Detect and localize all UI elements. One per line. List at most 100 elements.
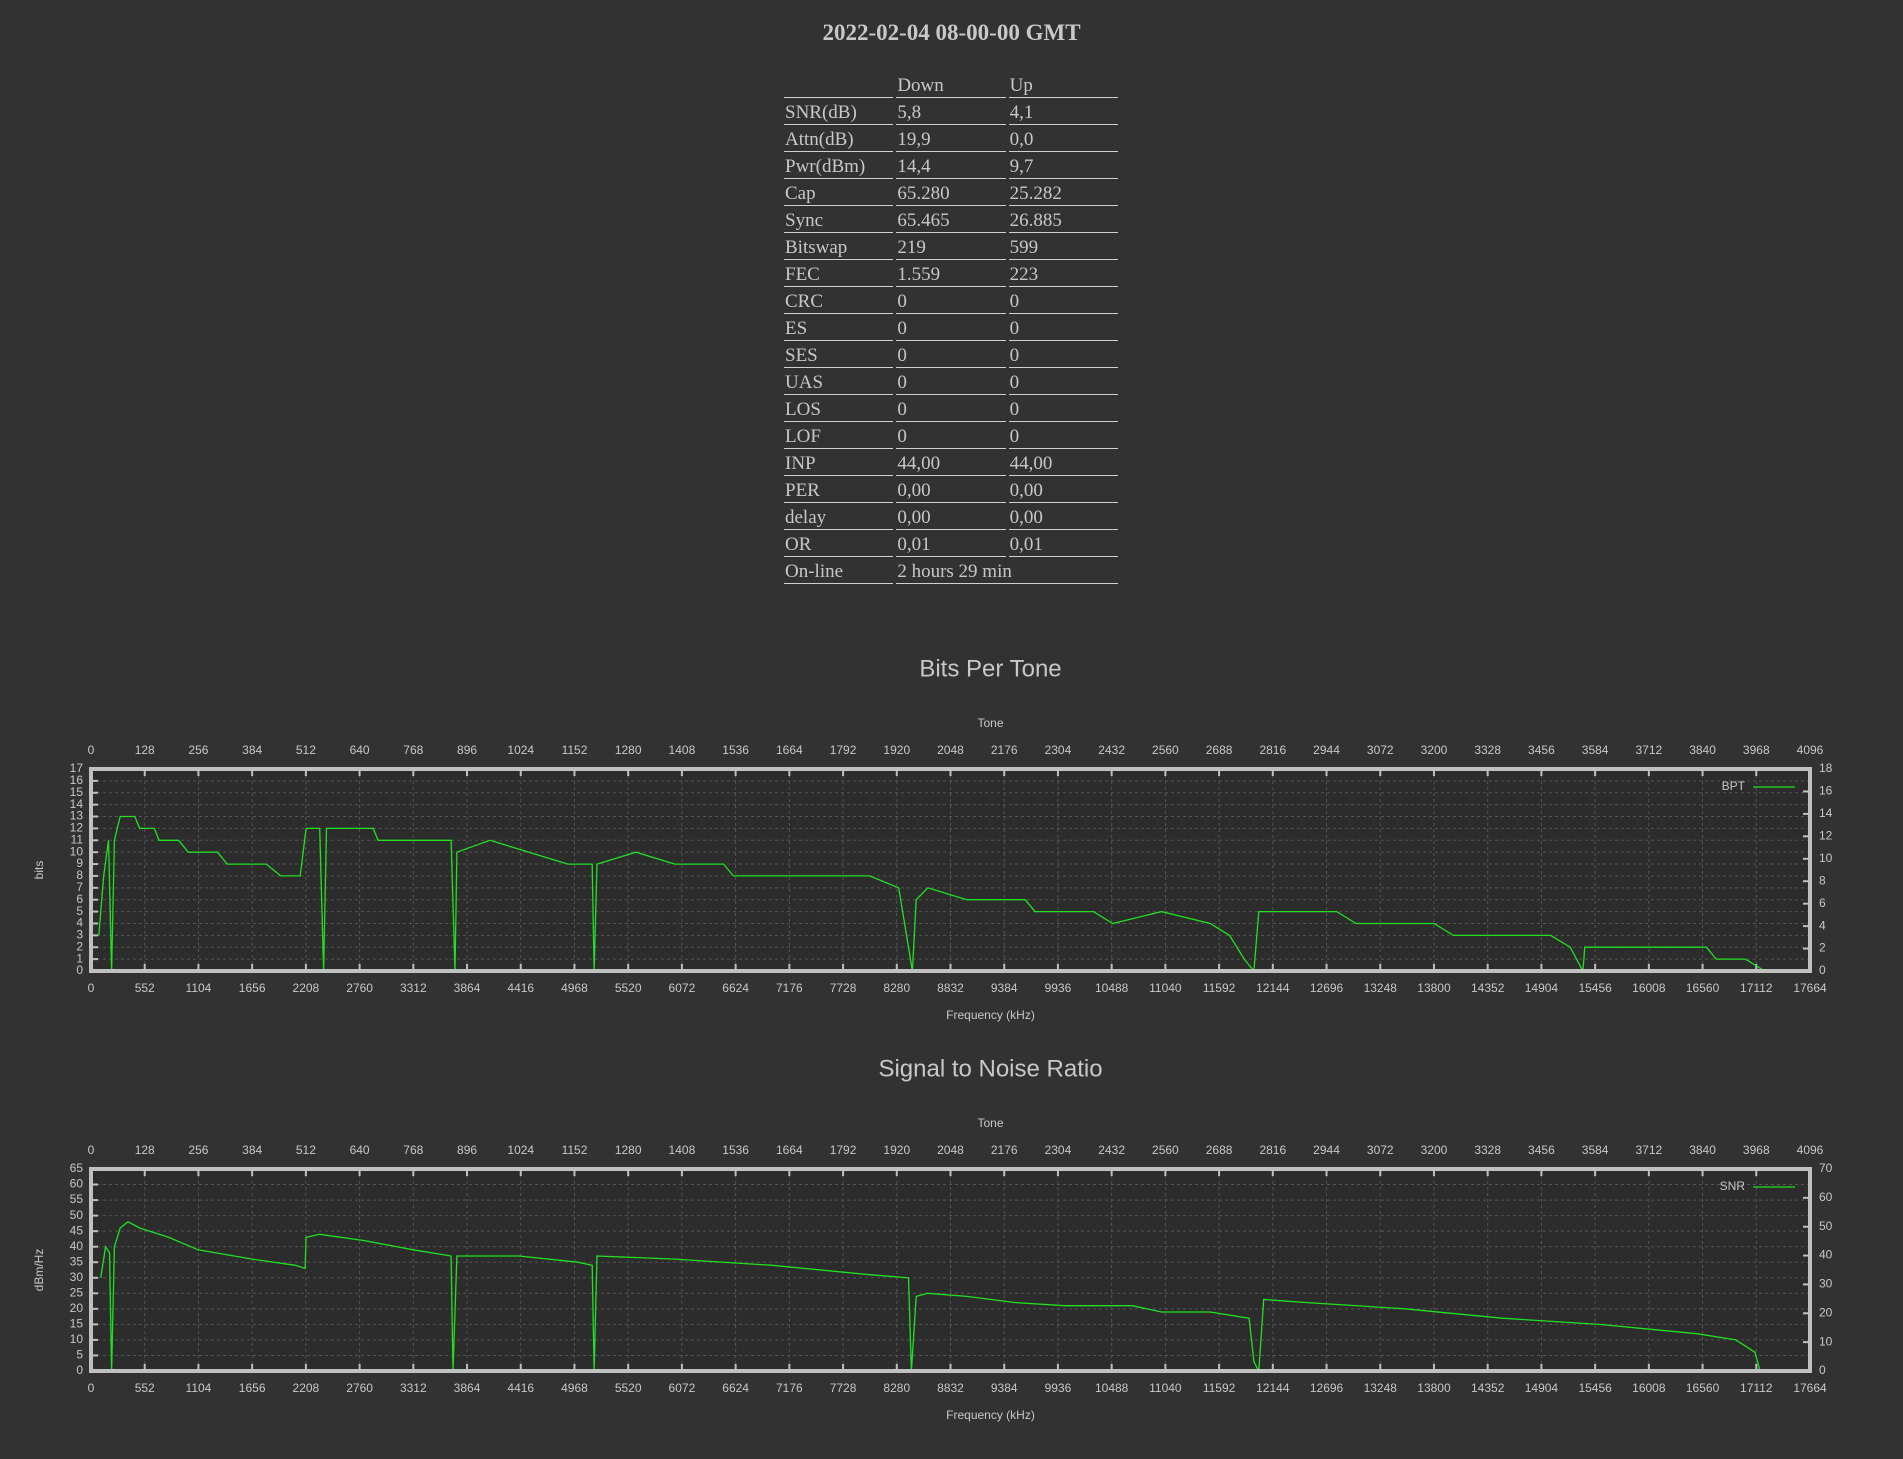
legend-label: BPT: [1722, 779, 1746, 793]
y-tick-label: 15: [70, 1317, 84, 1331]
table-row: LOS 0 0: [784, 395, 1118, 422]
cell: 44,00: [1008, 449, 1118, 476]
cell: 0,00: [1008, 476, 1118, 503]
x2-tick-label: 2816: [1259, 1143, 1286, 1157]
x-tick-label: 13248: [1364, 981, 1398, 995]
y2-tick-label: 20: [1819, 1305, 1833, 1319]
x-tick-label: 17664: [1793, 1381, 1827, 1395]
y-tick-label: 12: [70, 821, 84, 835]
x-tick-label: 17112: [1740, 1381, 1773, 1395]
x2-axis-label: Tone: [977, 1116, 1003, 1130]
y-tick-label: 40: [70, 1239, 84, 1253]
y-tick-label: 0: [76, 1363, 83, 1377]
row-label: FEC: [784, 260, 894, 287]
x2-tick-label: 256: [188, 1143, 208, 1157]
x2-tick-label: 640: [350, 743, 370, 757]
x2-tick-label: 1280: [615, 1143, 642, 1157]
x2-tick-label: 384: [242, 743, 262, 757]
y-tick-label: 2: [76, 939, 83, 953]
row-label: UAS: [784, 368, 894, 395]
y-tick-label: 13: [70, 809, 84, 823]
y-tick-label: 10: [70, 1332, 84, 1346]
table-row: SES 0 0: [784, 341, 1118, 368]
y2-tick-label: 16: [1819, 784, 1833, 798]
table-row: Attn(dB) 19,9 0,0: [784, 125, 1118, 152]
x-tick-label: 10488: [1095, 1381, 1129, 1395]
x2-tick-label: 0: [88, 1143, 95, 1157]
cell: 5,8: [896, 98, 1006, 125]
row-label: CRC: [784, 287, 894, 314]
row-label: SNR(dB): [784, 98, 894, 125]
y2-tick-label: 0: [1819, 963, 1826, 977]
x2-tick-label: 3712: [1635, 743, 1662, 757]
x-tick-label: 12696: [1310, 981, 1344, 995]
y-tick-label: 17: [70, 761, 84, 775]
x2-tick-label: 1664: [776, 1143, 803, 1157]
cell: 0: [896, 314, 1006, 341]
x2-tick-label: 1920: [883, 743, 910, 757]
y2-tick-label: 0: [1819, 1363, 1826, 1377]
x2-tick-label: 3200: [1421, 743, 1448, 757]
y-tick-label: 1: [76, 951, 83, 965]
row-label: ES: [784, 314, 894, 341]
row-label: Attn(dB): [784, 125, 894, 152]
x-tick-label: 6072: [669, 1381, 696, 1395]
cell: 0: [1008, 395, 1118, 422]
y-tick-label: 5: [76, 1348, 83, 1362]
x-tick-label: 11040: [1149, 981, 1182, 995]
y-tick-label: 55: [70, 1192, 84, 1206]
header-row: Down Up: [784, 71, 1118, 98]
table-row: FEC 1.559 223: [784, 260, 1118, 287]
y-tick-label: 6: [76, 892, 83, 906]
x2-tick-label: 1280: [615, 743, 642, 757]
table-row: Pwr(dBm) 14,4 9,7: [784, 152, 1118, 179]
y-tick-label: 7: [76, 880, 83, 894]
x-tick-label: 4416: [507, 981, 534, 995]
x2-tick-label: 896: [457, 1143, 477, 1157]
x-tick-label: 4968: [561, 1381, 588, 1395]
cell: 223: [1008, 260, 1118, 287]
cell: 219: [896, 233, 1006, 260]
x-tick-label: 16560: [1686, 1381, 1720, 1395]
x-tick-label: 3864: [454, 981, 481, 995]
table-row: CRC 0 0: [784, 287, 1118, 314]
y-tick-label: 35: [70, 1254, 84, 1268]
x-tick-label: 0: [88, 981, 95, 995]
x-tick-label: 8832: [937, 1381, 964, 1395]
header-cell: Up: [1008, 71, 1118, 98]
table-row: OR 0,01 0,01: [784, 530, 1118, 557]
x-tick-label: 11592: [1203, 981, 1236, 995]
x-tick-label: 7176: [776, 1381, 803, 1395]
cell: 0,00: [1008, 503, 1118, 530]
x-tick-label: 14904: [1525, 1381, 1559, 1395]
page-title: 2022-02-04 08-00-00 GMT: [822, 20, 1081, 45]
x2-tick-label: 2944: [1313, 743, 1340, 757]
y-tick-label: 60: [70, 1177, 84, 1191]
x-tick-label: 12144: [1256, 1381, 1290, 1395]
cell: 0: [896, 341, 1006, 368]
x2-tick-label: 3968: [1743, 743, 1770, 757]
x2-tick-label: 1792: [830, 1143, 857, 1157]
row-label: LOF: [784, 422, 894, 449]
x-tick-label: 4968: [561, 981, 588, 995]
x2-tick-label: 2944: [1313, 1143, 1340, 1157]
cell: 0: [1008, 368, 1118, 395]
x2-tick-label: 1408: [669, 743, 696, 757]
cell: 0: [896, 287, 1006, 314]
x-tick-label: 13248: [1364, 1381, 1398, 1395]
y-tick-label: 4: [76, 916, 83, 930]
x-tick-label: 1656: [239, 981, 266, 995]
y-tick-label: 14: [70, 797, 84, 811]
plot-border: [89, 1167, 1812, 1373]
cell: 0: [896, 422, 1006, 449]
x-tick-label: 16560: [1686, 981, 1720, 995]
y-tick-label: 25: [70, 1285, 84, 1299]
x-tick-label: 6624: [722, 1381, 749, 1395]
x-axis-label: Frequency (kHz): [946, 1008, 1035, 1022]
y-tick-label: 8: [76, 868, 83, 882]
x2-tick-label: 4096: [1797, 1143, 1824, 1157]
x-tick-label: 2208: [293, 1381, 320, 1395]
header-cell: [784, 71, 894, 98]
x-tick-label: 11592: [1203, 1381, 1236, 1395]
table-row: SNR(dB) 5,8 4,1: [784, 98, 1118, 125]
